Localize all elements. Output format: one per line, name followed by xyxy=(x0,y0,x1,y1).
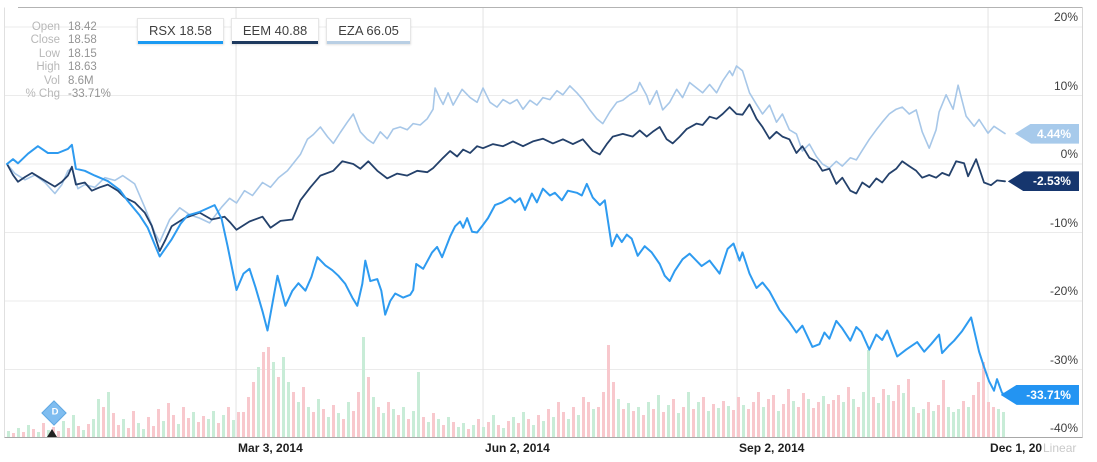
vertical-gridlines xyxy=(235,7,989,438)
quote-row: Open 18.42 xyxy=(0,21,111,34)
y-tick-label: 0% xyxy=(1060,147,1078,161)
series-line-rsx xyxy=(6,143,1006,396)
quote-label: Low xyxy=(38,47,60,60)
legend-tab-label: EZA 66.05 xyxy=(338,23,399,38)
quote-label: Close xyxy=(30,34,60,47)
scale-toggle-linear[interactable]: Linear xyxy=(1043,441,1077,455)
quote-label: Vol xyxy=(44,74,60,87)
legend-tab-underline xyxy=(231,41,319,44)
quote-value: -33.71% xyxy=(68,87,111,100)
series-line-eza xyxy=(6,65,1006,243)
y-tick-label: 20% xyxy=(1053,10,1078,24)
y-tick-label: 10% xyxy=(1053,78,1078,93)
quote-row: High 18.63 xyxy=(0,61,111,74)
legend-tab-underline xyxy=(327,41,410,44)
y-tick-label: -40% xyxy=(1049,421,1078,435)
quote-row: Vol 8.6M xyxy=(0,75,111,88)
y-tick-label: -30% xyxy=(1049,352,1078,367)
event-triangle-icon xyxy=(47,429,57,437)
quote-value: 18.63 xyxy=(68,61,97,74)
legend-tab-underline xyxy=(138,41,223,44)
quote-summary-panel: Open 18.42 Close 18.58 Low 18.15 High 18.63 Vol 8… xyxy=(0,21,111,101)
horizontal-gridlines xyxy=(4,26,1083,370)
y-tick-label: -10% xyxy=(1049,215,1078,230)
x-tick-label: Jun 2, 2014 xyxy=(485,441,550,455)
quote-label: % Chg xyxy=(25,87,60,100)
legend-tabs: RSX 18.58 EEM 40.88 EZA 66.05 xyxy=(137,18,411,44)
quote-label: Open xyxy=(31,21,60,33)
quote-row: Close 18.58 xyxy=(0,34,111,47)
y-tick-label: -20% xyxy=(1049,284,1078,298)
quote-row: Low 18.15 xyxy=(0,48,111,61)
x-tick-label: Mar 3, 2014 xyxy=(238,441,303,455)
legend-tab-label: RSX 18.58 xyxy=(149,23,212,38)
legend-tab-rsx[interactable]: RSX 18.58 xyxy=(137,18,224,44)
quote-row: % Chg -33.71% xyxy=(0,87,111,101)
dividend-marker-label: D xyxy=(51,406,59,418)
price-tag-eza: 4.44% xyxy=(1015,123,1079,144)
volume-bars xyxy=(7,337,1005,437)
x-tick-label: Dec 1, 20 xyxy=(990,441,1043,455)
legend-tab-eem[interactable]: EEM 40.88 xyxy=(230,18,320,44)
legend-tab-label: EEM 40.88 xyxy=(242,23,308,38)
quote-value: 18.42 xyxy=(68,21,97,33)
legend-tab-eza[interactable]: EZA 66.05 xyxy=(326,18,411,44)
price-tag-eem: -2.53% xyxy=(1007,171,1079,192)
quote-value: 18.15 xyxy=(68,47,97,60)
series-line-eem xyxy=(6,103,1006,252)
quote-value: 8.6M xyxy=(68,74,94,87)
price-tag-rsx: -33.71% xyxy=(1000,384,1079,405)
quote-value: 18.58 xyxy=(68,34,97,47)
quote-label: High xyxy=(36,61,60,74)
x-tick-label: Sep 2, 2014 xyxy=(739,441,805,455)
